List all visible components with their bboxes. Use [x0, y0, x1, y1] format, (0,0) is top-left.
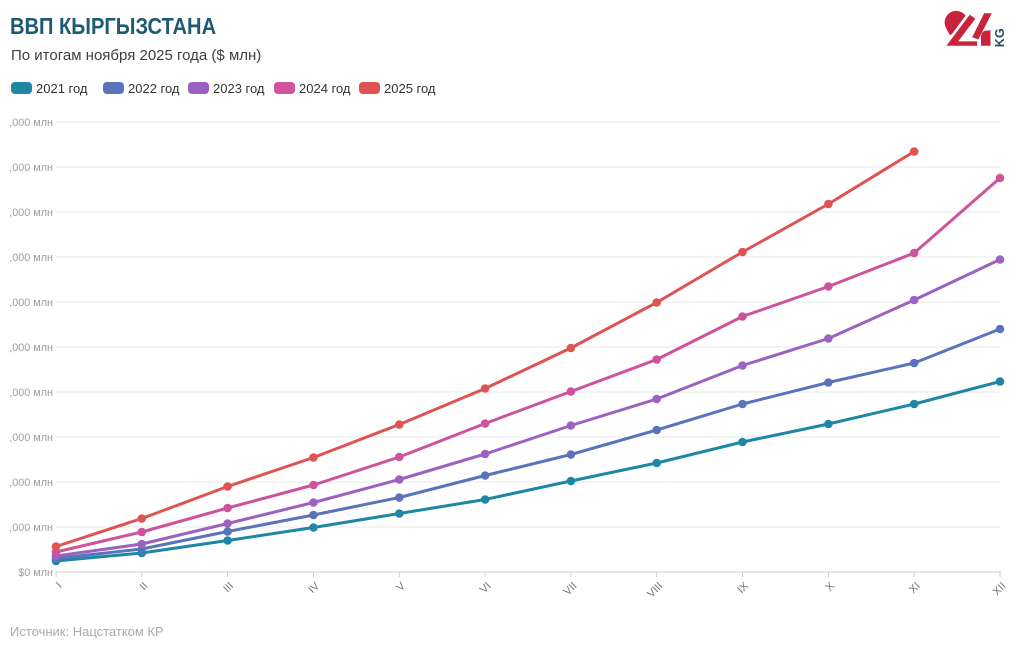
svg-text:,000 млн: ,000 млн [9, 342, 53, 354]
svg-text:,000 млн: ,000 млн [9, 522, 53, 534]
svg-text:III: III [221, 580, 236, 595]
svg-text:KG: KG [993, 28, 1007, 47]
svg-text:$0 млн: $0 млн [18, 567, 53, 579]
svg-text:XII: XII [991, 580, 1009, 598]
svg-text:VII: VII [562, 580, 580, 598]
svg-text:,000 млн: ,000 млн [9, 162, 53, 174]
svg-text:,000 млн: ,000 млн [9, 297, 53, 309]
svg-text:VIII: VIII [645, 580, 665, 600]
svg-text:,000 млн: ,000 млн [9, 387, 53, 399]
svg-text:IV: IV [306, 580, 322, 596]
svg-text:X: X [823, 580, 837, 594]
svg-text:II: II [138, 580, 151, 593]
svg-text:VI: VI [478, 580, 494, 596]
svg-text:,000 млн: ,000 млн [9, 207, 53, 219]
svg-text:V: V [394, 580, 408, 594]
svg-text:IX: IX [735, 580, 751, 596]
svg-text:,000 млн: ,000 млн [9, 477, 53, 489]
svg-text:,000 млн: ,000 млн [9, 432, 53, 444]
svg-text:I: I [54, 580, 65, 591]
svg-text:,000 млн: ,000 млн [9, 117, 53, 129]
svg-text:,000 млн: ,000 млн [9, 252, 53, 264]
svg-text:XI: XI [907, 580, 923, 596]
